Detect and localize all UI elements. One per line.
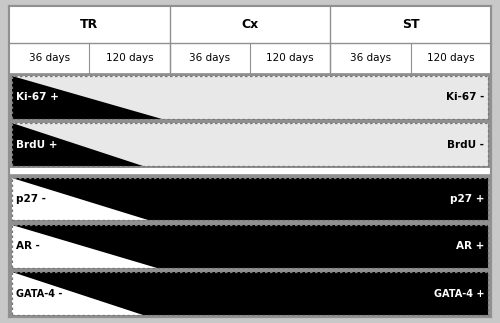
Bar <box>170 43 250 74</box>
Bar <box>9 223 491 270</box>
Bar <box>12 178 488 220</box>
Text: 36 days: 36 days <box>189 53 230 63</box>
Polygon shape <box>12 76 162 119</box>
Polygon shape <box>12 178 148 220</box>
Text: GATA-4 -: GATA-4 - <box>16 288 62 298</box>
Bar <box>9 175 491 223</box>
Bar <box>90 43 170 74</box>
Bar <box>330 43 410 74</box>
Bar <box>12 225 488 268</box>
Bar <box>250 43 330 74</box>
Polygon shape <box>12 225 158 268</box>
Bar <box>12 76 488 119</box>
Text: 120 days: 120 days <box>427 53 474 63</box>
Text: BrdU +: BrdU + <box>16 140 58 150</box>
Text: 120 days: 120 days <box>106 53 153 63</box>
Text: Ki-67 -: Ki-67 - <box>446 92 484 102</box>
Text: TR: TR <box>80 18 98 31</box>
Bar <box>330 6 491 43</box>
Bar <box>9 270 491 317</box>
Bar <box>12 272 488 315</box>
Text: ST: ST <box>402 18 419 31</box>
Text: GATA-4 +: GATA-4 + <box>434 288 484 298</box>
Bar <box>410 43 491 74</box>
Bar <box>12 225 488 268</box>
Bar <box>12 178 488 220</box>
Bar <box>9 6 170 43</box>
Bar <box>9 74 491 121</box>
Bar <box>12 123 488 166</box>
Text: BrdU -: BrdU - <box>447 140 484 150</box>
Polygon shape <box>12 272 143 315</box>
Text: 36 days: 36 days <box>350 53 391 63</box>
Bar <box>170 6 330 43</box>
Text: AR +: AR + <box>456 241 484 251</box>
Bar <box>12 272 488 315</box>
Text: Ki-67 +: Ki-67 + <box>16 92 59 102</box>
Text: AR -: AR - <box>16 241 40 251</box>
Bar <box>12 76 488 119</box>
Bar <box>12 123 488 166</box>
Text: 120 days: 120 days <box>266 53 314 63</box>
Bar <box>9 43 90 74</box>
Polygon shape <box>12 123 143 166</box>
Text: 36 days: 36 days <box>28 53 70 63</box>
Text: Cx: Cx <box>242 18 258 31</box>
Bar <box>9 121 491 168</box>
Text: p27 +: p27 + <box>450 194 484 204</box>
Text: p27 -: p27 - <box>16 194 46 204</box>
